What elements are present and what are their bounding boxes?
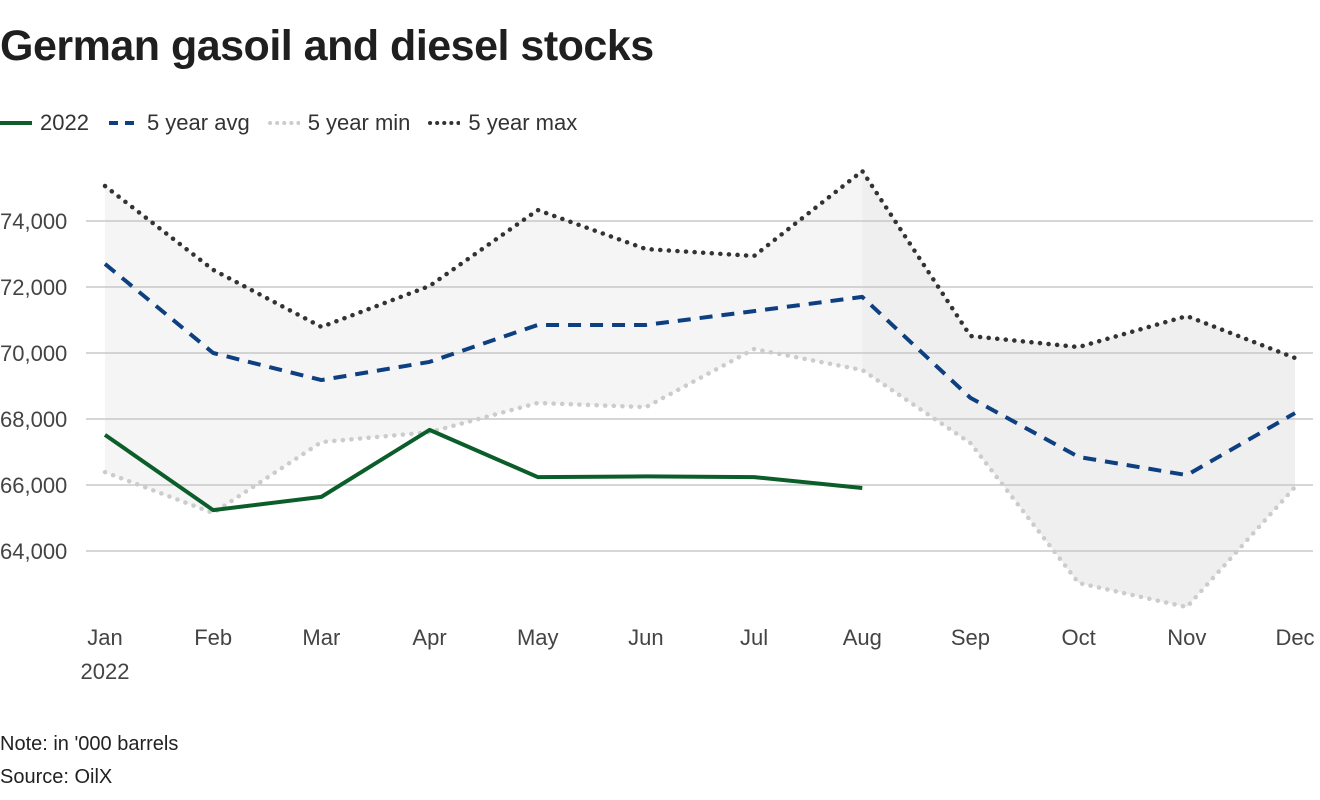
legend-label: 5 year min: [307, 110, 411, 135]
y-tick-label: 64,000: [0, 539, 67, 564]
legend-swatch-dotted-dark-icon: [428, 121, 461, 125]
series-lines: [102, 167, 1298, 610]
min-max-band: [105, 171, 1295, 608]
legend-item-2022: 2022: [0, 110, 89, 136]
y-tick-label: 68,000: [0, 407, 67, 432]
y-tick-label: 72,000: [0, 275, 67, 300]
x-tick-label: Nov: [1167, 625, 1206, 650]
y-tick-label: 74,000: [0, 209, 67, 234]
x-tick-label: Dec: [1275, 625, 1314, 650]
legend-swatch-dotted-light-icon: [267, 121, 300, 125]
gridlines: [86, 220, 1313, 552]
x-tick-label: May: [517, 625, 559, 650]
chart-source: Source: OilX: [0, 766, 113, 788]
x-tick-label: Jul: [740, 625, 768, 650]
x-axis-ticks: Jan 2022 Feb Mar Apr May Jun Jul Aug Sep Oct Nov Dec: [81, 625, 1315, 684]
x-tick-label: Sep: [951, 625, 990, 650]
series-line-5-year-max: [102, 167, 1298, 361]
x-tick-sublabel: 2022: [81, 659, 130, 684]
x-tick-label: Jan: [87, 625, 122, 650]
chart-note: Note: in '000 barrels: [0, 733, 179, 755]
legend-item-min: 5 year min: [267, 110, 411, 136]
x-tick-label: Feb: [194, 625, 232, 650]
legend-swatch-dashed-icon: [108, 121, 139, 125]
series-line-5-year-avg: [103, 262, 1296, 478]
band-area-aug-dec: [862, 171, 1295, 608]
chart-title: German gasoil and diesel stocks: [0, 22, 654, 70]
legend: 2022 5 year avg 5 year min 5 year max: [0, 108, 595, 138]
y-tick-label: 70,000: [0, 341, 67, 366]
series-line-5-year-min: [102, 346, 1298, 610]
legend-label: 2022: [40, 110, 89, 135]
series-line-2022: [103, 427, 863, 513]
legend-label: 5 year avg: [146, 110, 250, 135]
x-tick-label: Mar: [302, 625, 340, 650]
y-tick-label: 66,000: [0, 473, 67, 498]
legend-label: 5 year max: [468, 110, 578, 135]
legend-item-max: 5 year max: [428, 110, 577, 136]
legend-swatch-solid-icon: [0, 121, 32, 125]
y-axis-ticks: 64,000 66,000 68,000 70,000 72,000 74,000: [0, 209, 67, 564]
x-tick-label: Aug: [843, 625, 882, 650]
x-tick-label: Oct: [1062, 625, 1096, 650]
x-tick-label: Apr: [412, 625, 446, 650]
x-tick-label: Jun: [628, 625, 663, 650]
legend-item-avg: 5 year avg: [107, 110, 250, 136]
